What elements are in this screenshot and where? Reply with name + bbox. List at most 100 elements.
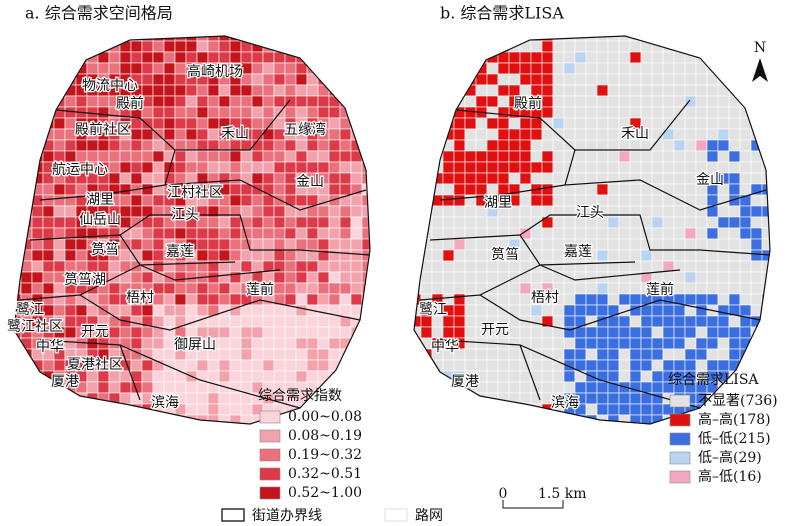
cell bbox=[373, 96, 384, 107]
cell bbox=[651, 128, 664, 141]
cell bbox=[607, 40, 620, 53]
cell bbox=[75, 36, 88, 42]
cell bbox=[761, 381, 770, 394]
cell bbox=[251, 95, 264, 108]
cell bbox=[229, 183, 242, 196]
cell bbox=[306, 95, 319, 108]
cell bbox=[651, 359, 664, 372]
cell bbox=[163, 128, 176, 141]
cell bbox=[20, 392, 33, 405]
cell bbox=[596, 106, 609, 119]
cell bbox=[486, 36, 499, 42]
cell bbox=[431, 106, 444, 119]
cell bbox=[295, 227, 308, 240]
cell bbox=[651, 304, 664, 317]
cell bbox=[552, 117, 565, 130]
cell bbox=[339, 161, 352, 174]
cell bbox=[185, 51, 198, 64]
cell bbox=[317, 227, 330, 240]
cell bbox=[607, 117, 620, 130]
cell bbox=[541, 183, 554, 196]
cell bbox=[508, 117, 521, 130]
cell bbox=[552, 106, 565, 119]
cell bbox=[20, 194, 33, 207]
cell bbox=[240, 260, 253, 273]
cell bbox=[328, 139, 341, 152]
cell bbox=[728, 51, 741, 64]
cell bbox=[163, 304, 176, 317]
cell bbox=[86, 381, 99, 394]
cell bbox=[739, 62, 752, 75]
cell bbox=[373, 228, 384, 239]
cell bbox=[431, 51, 444, 64]
cell bbox=[750, 95, 763, 108]
cell bbox=[728, 293, 741, 306]
cell bbox=[574, 40, 587, 53]
cell bbox=[432, 426, 443, 437]
cell bbox=[229, 51, 242, 64]
cell bbox=[53, 139, 66, 152]
cell bbox=[695, 84, 708, 97]
cell bbox=[420, 183, 433, 196]
cell bbox=[306, 326, 319, 339]
cell bbox=[618, 403, 631, 416]
cell bbox=[420, 392, 433, 405]
cell bbox=[53, 194, 66, 207]
cell bbox=[86, 227, 99, 240]
cell bbox=[31, 216, 44, 229]
road-swatch bbox=[384, 508, 408, 522]
cell bbox=[14, 238, 22, 251]
cell bbox=[273, 36, 286, 42]
cell bbox=[706, 348, 719, 361]
cell bbox=[420, 161, 433, 174]
cell bbox=[651, 95, 664, 108]
cell bbox=[442, 359, 455, 372]
cell bbox=[196, 139, 209, 152]
cell bbox=[414, 172, 422, 185]
cell bbox=[508, 172, 521, 185]
cell bbox=[640, 36, 653, 42]
cell bbox=[414, 84, 422, 97]
cell bbox=[431, 161, 444, 174]
cell bbox=[152, 227, 165, 240]
cell bbox=[519, 414, 532, 424]
cell bbox=[651, 216, 664, 229]
cell bbox=[596, 117, 609, 130]
cell bbox=[163, 62, 176, 75]
cell bbox=[475, 73, 488, 86]
cell bbox=[373, 74, 384, 85]
cell bbox=[152, 106, 165, 119]
cell bbox=[373, 30, 384, 41]
cell bbox=[464, 414, 477, 424]
cell bbox=[486, 161, 499, 174]
cell bbox=[317, 106, 330, 119]
cell bbox=[673, 282, 686, 295]
cell bbox=[339, 282, 352, 295]
cell bbox=[618, 172, 631, 185]
cell bbox=[453, 205, 466, 218]
cell bbox=[750, 172, 763, 185]
cell bbox=[14, 161, 22, 174]
cell bbox=[350, 194, 363, 207]
place-label: 筼筜 bbox=[91, 241, 119, 258]
cell bbox=[596, 40, 609, 53]
cell bbox=[20, 128, 33, 141]
cell bbox=[306, 271, 319, 284]
cell bbox=[414, 36, 422, 42]
cell bbox=[431, 40, 444, 53]
cell bbox=[750, 337, 763, 350]
cell bbox=[295, 271, 308, 284]
cell bbox=[295, 205, 308, 218]
cell bbox=[152, 51, 165, 64]
cell bbox=[174, 95, 187, 108]
cell bbox=[361, 128, 370, 141]
cell bbox=[306, 260, 319, 273]
cell bbox=[453, 304, 466, 317]
cell bbox=[497, 216, 510, 229]
cell bbox=[75, 403, 88, 416]
cell bbox=[585, 392, 598, 405]
cell bbox=[31, 282, 44, 295]
cell bbox=[328, 293, 341, 306]
cell bbox=[218, 95, 231, 108]
cell bbox=[350, 161, 363, 174]
